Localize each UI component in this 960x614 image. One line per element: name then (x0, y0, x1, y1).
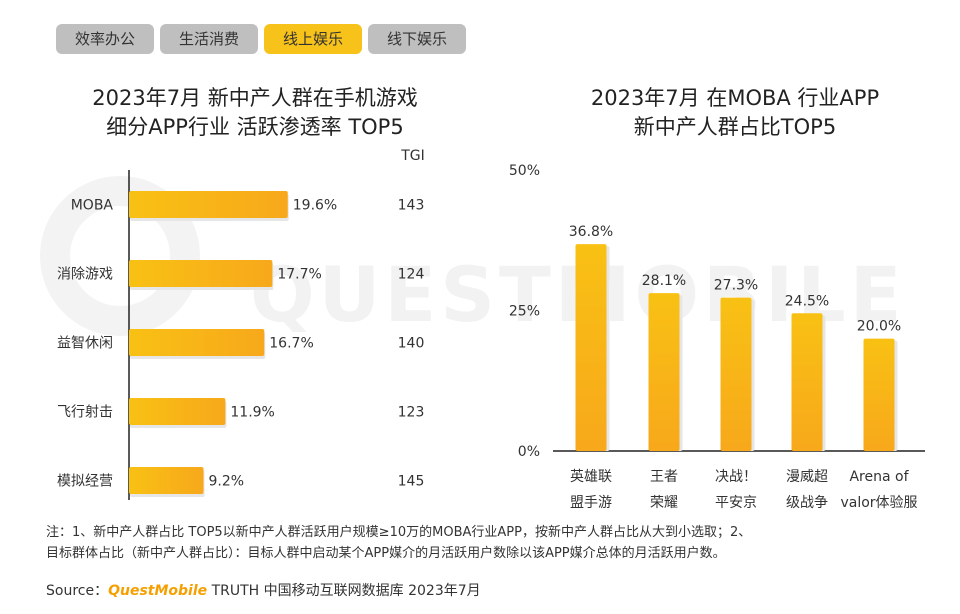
tab-consumption[interactable]: 生活消费 (160, 24, 258, 54)
source-brand: QuestMobile (108, 583, 208, 599)
left-chart-title: 2023年7月 新中产人群在手机游戏 细分APP行业 活跃渗透率 TOP5 (70, 84, 440, 142)
value-label: 11.9% (230, 405, 274, 421)
category-tabs: 效率办公 生活消费 线上娱乐 线下娱乐 (56, 24, 466, 54)
value-label: 9.2% (209, 474, 245, 490)
tgi-value: 143 (398, 198, 425, 214)
category-label-line1: 决战！ (715, 469, 757, 485)
category-label: MOBA (71, 198, 114, 214)
tab-office[interactable]: 效率办公 (56, 24, 154, 54)
tgi-value: 145 (398, 474, 425, 490)
bar (863, 338, 895, 451)
category-label: 模拟经营 (57, 474, 113, 490)
tgi-value: 123 (398, 405, 425, 421)
value-label: 28.1% (642, 273, 686, 289)
right-chart-title-line2: 新中产人群占比TOP5 (633, 115, 837, 139)
source-line: Source：QuestMobile TRUTH 中国移动互联网数据库 2023… (46, 580, 481, 600)
category-label-line2: 荣耀 (650, 495, 678, 511)
category-label-line2: valor体验服 (840, 495, 917, 511)
footnote-line1: 注：1、新中产人群占比 TOP5以新中产人群活跃用户规模≥10万的MOBA行业A… (46, 525, 752, 540)
left-chart-title-line2: 细分APP行业 活跃渗透率 TOP5 (106, 115, 404, 139)
value-label: 27.3% (714, 278, 758, 294)
y-tick-label: 0% (518, 444, 540, 460)
tgi-value: 124 (398, 267, 425, 283)
right-chart-title-line1: 2023年7月 在MOBA 行业APP (590, 86, 880, 110)
value-label: 24.5% (785, 293, 829, 309)
tab-online-entertainment[interactable]: 线上娱乐 (264, 24, 362, 54)
bar (129, 329, 265, 356)
value-label: 20.0% (857, 319, 901, 335)
source-text: TRUTH 中国移动互联网数据库 2023年7月 (207, 583, 481, 599)
category-label: 消除游戏 (57, 267, 113, 283)
value-label: 36.8% (569, 224, 613, 240)
category-label-line2: 平安京 (715, 495, 757, 511)
left-chart-title-line1: 2023年7月 新中产人群在手机游戏 (92, 86, 418, 110)
tgi-header: TGI (400, 148, 425, 164)
category-label-line1: 英雄联 (570, 468, 612, 485)
category-label-line1: 漫威超 (786, 469, 828, 485)
bar (129, 467, 204, 494)
category-label-line2: 级战争 (786, 495, 828, 511)
value-label: 19.6% (293, 198, 337, 214)
bar (720, 297, 752, 451)
bar (648, 293, 680, 451)
category-label-line1: 王者 (650, 469, 678, 485)
y-tick-label: 25% (509, 304, 540, 320)
value-label: 17.7% (277, 267, 321, 283)
source-label: Source： (46, 583, 109, 599)
tab-offline-entertainment[interactable]: 线下娱乐 (368, 24, 466, 54)
category-label: 飞行射击 (57, 405, 113, 421)
bar (791, 313, 823, 451)
category-label-line1: Arena of (849, 469, 909, 485)
right-chart-title: 2023年7月 在MOBA 行业APP 新中产人群占比TOP5 (540, 84, 930, 142)
tgi-value: 140 (398, 336, 425, 352)
bar (129, 398, 226, 425)
category-label: 益智休闲 (57, 336, 113, 352)
bar (575, 244, 607, 451)
value-label: 16.7% (269, 336, 313, 352)
footnote-line2: 目标群体占比（新中产人群占比）：目标人群中启动某个APP媒介的月活跃用户数除以该… (46, 546, 726, 561)
category-label-line2: 盟手游 (570, 495, 612, 511)
footnote: 注：1、新中产人群占比 TOP5以新中产人群活跃用户规模≥10万的MOBA行业A… (46, 522, 926, 564)
bar (129, 260, 273, 287)
y-tick-label: 50% (509, 163, 540, 179)
bar (129, 191, 288, 218)
